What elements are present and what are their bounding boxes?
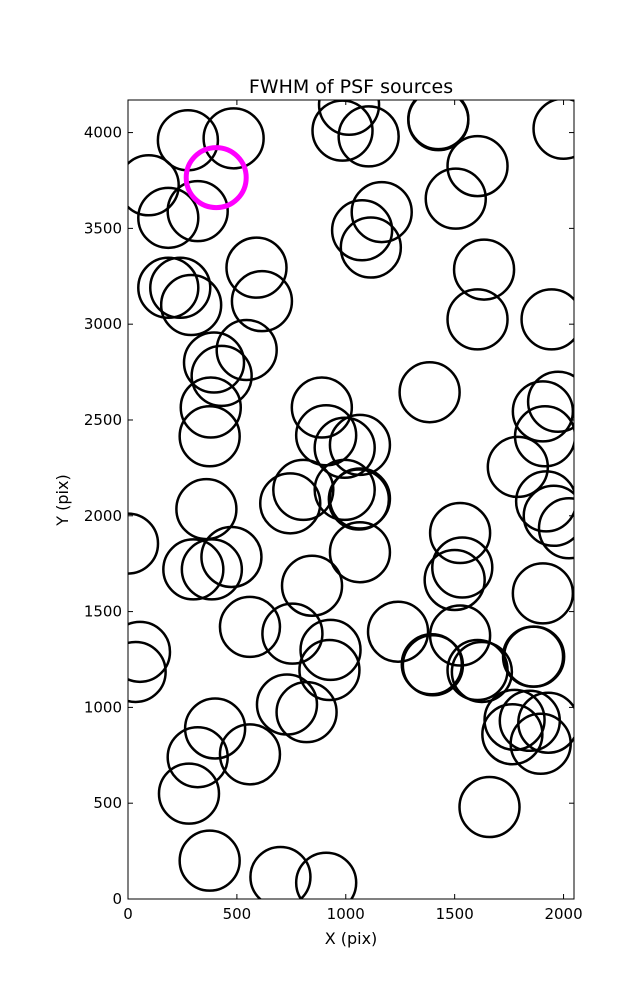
psf-source-circle: [532, 100, 574, 160]
psf-source-circle: [128, 512, 160, 575]
psf-source-circle: [280, 554, 344, 617]
psf-source-circle: [428, 501, 492, 565]
psf-source-circle: [215, 318, 278, 382]
psf-source-circle: [128, 620, 172, 684]
psf-source-circle: [137, 256, 200, 320]
psf-source-circle: [511, 380, 574, 443]
psf-source-circle: [328, 520, 392, 584]
psf-source-circle: [200, 525, 263, 589]
psf-source-circle: [298, 638, 361, 702]
axis-tick-labels: 0 500 1000 1500 2000 0 500 1000 1500 2000 2500 3000…: [84, 124, 583, 923]
psf-source-circle: [330, 199, 394, 262]
y-tick-label: 4000: [84, 124, 122, 142]
psf-source-circle: [458, 775, 521, 839]
psf-source-circle: [350, 180, 413, 244]
psf-source-circle: [511, 562, 574, 625]
psf-source-circle: [446, 288, 509, 351]
x-tick-label: 1000: [327, 905, 365, 923]
y-tick-label: 1500: [84, 603, 122, 621]
psf-source-circle: [328, 413, 392, 477]
psf-source-circle: [183, 697, 247, 760]
psf-source-circle: [294, 851, 358, 899]
psf-source-circle: [514, 470, 574, 533]
y-tick-label: 2000: [84, 507, 122, 525]
psf-source-circle: [486, 435, 550, 499]
psf-source-circle: [431, 536, 494, 599]
psf-source-circle: [258, 472, 322, 535]
psf-source-circle: [272, 458, 335, 522]
psf-source-circle: [313, 458, 376, 522]
psf-source-circle: [339, 216, 403, 279]
psf-source-circle: [481, 702, 544, 766]
plot-area: [128, 100, 574, 899]
psf-source-circle: [299, 618, 362, 682]
highlighted-source-circle: [183, 145, 249, 211]
psf-source-circle: [526, 370, 574, 434]
psf-source-circle: [501, 625, 565, 688]
x-axis-label: X (pix): [325, 929, 378, 948]
psf-source-circle: [157, 762, 221, 825]
psf-source-circle: [407, 100, 470, 151]
psf-source-circle: [179, 376, 243, 439]
psf-source-circle: [178, 405, 241, 468]
psf-source-circle: [520, 288, 574, 351]
y-tick-label: 0: [112, 890, 122, 908]
psf-source-circle: [166, 179, 229, 243]
psf-source-circle: [178, 829, 241, 892]
psf-source-circle: [128, 640, 167, 704]
psf-source-circle: [230, 269, 294, 333]
psf-source-circle: [317, 100, 381, 137]
y-tick-label: 1000: [84, 698, 122, 716]
psf-source-circle: [483, 688, 546, 752]
psf-source-circle: [509, 712, 572, 776]
psf-source-circle: [249, 845, 312, 899]
psf-source-circle: [162, 538, 225, 601]
psf-source-circle: [446, 134, 509, 198]
psf-source-circle: [182, 331, 246, 394]
psf-source-circle: [327, 468, 391, 531]
psf-source-circle: [218, 595, 282, 659]
psf-source-circle: [366, 600, 430, 663]
psf-source-circle: [424, 167, 487, 230]
psf-source-circle: [166, 725, 229, 789]
y-tick-label: 2500: [84, 411, 122, 429]
psf-source-circle: [218, 723, 282, 786]
x-tick-label: 500: [223, 905, 252, 923]
psf-source-circle: [275, 680, 338, 744]
x-tick-label: 0: [123, 905, 133, 923]
psf-source-circle: [261, 602, 324, 665]
psf-source-circle: [149, 256, 212, 320]
x-tick-label: 2000: [544, 905, 582, 923]
psf-source-circle: [450, 640, 514, 704]
psf-source-circle: [522, 484, 574, 548]
psf-source-circle: [159, 273, 223, 337]
psf-source-circle: [398, 360, 461, 424]
y-tick-label: 500: [93, 794, 122, 812]
psf-source-circle: [537, 497, 574, 560]
plot-frame: [127, 99, 575, 900]
psf-source-circle: [400, 633, 464, 696]
psf-source-circle: [180, 538, 244, 601]
psf-source-circle: [190, 344, 253, 408]
y-axis-label: Y (pix): [53, 474, 72, 526]
y-tick-label: 3000: [84, 315, 122, 333]
psf-source-circle: [137, 186, 200, 250]
chart-title: FWHM of PSF sources: [249, 76, 453, 98]
psf-source-circle: [337, 105, 400, 168]
psf-source-circle: [225, 236, 288, 299]
psf-source-circle: [202, 107, 265, 170]
psf-source-circle: [452, 238, 516, 301]
psf-source-circle: [423, 548, 486, 612]
psf-source-circle: [290, 376, 354, 439]
x-tick-label: 1500: [436, 905, 474, 923]
psf-source-circle: [311, 100, 374, 162]
y-tick-label: 3500: [84, 219, 122, 237]
psf-source-circle: [128, 154, 180, 217]
